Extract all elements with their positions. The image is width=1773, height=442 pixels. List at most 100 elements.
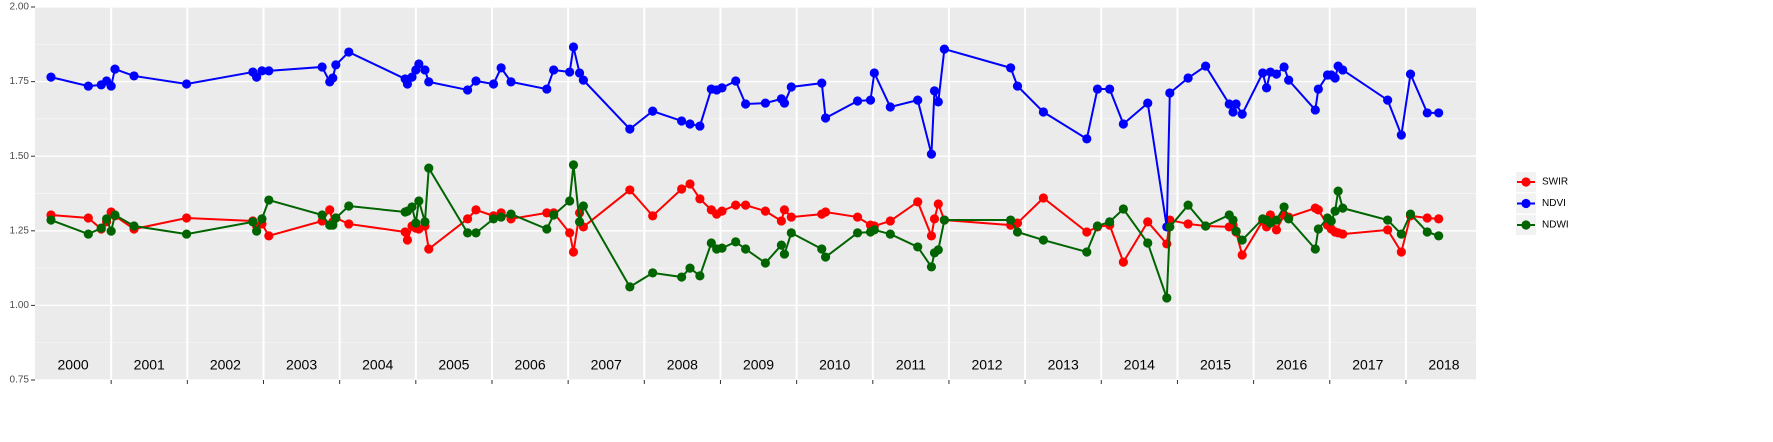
data-point: [400, 227, 410, 237]
data-point: [1201, 61, 1211, 71]
data-point: [1279, 62, 1289, 72]
data-point: [1162, 293, 1172, 303]
legend-point: [1521, 177, 1531, 187]
data-point: [852, 96, 863, 106]
data-point: [1201, 221, 1211, 231]
data-point: [1422, 213, 1432, 223]
data-point: [1310, 105, 1320, 115]
data-point: [317, 210, 327, 220]
data-point: [248, 217, 258, 227]
y-tick-label: 0.75: [10, 375, 30, 386]
data-point: [1118, 204, 1128, 214]
data-point: [1082, 227, 1092, 237]
y-tick-label: 1.50: [10, 151, 30, 162]
data-point: [252, 72, 262, 82]
data-point: [542, 224, 552, 234]
data-point: [760, 206, 771, 216]
data-point: [786, 212, 796, 222]
year-label: 2005: [438, 357, 469, 373]
data-point: [565, 228, 575, 238]
data-point: [1092, 221, 1103, 231]
data-point: [731, 237, 741, 247]
data-point: [344, 201, 354, 211]
data-point: [83, 229, 93, 239]
data-point: [869, 225, 879, 235]
data-point: [913, 95, 923, 105]
data-point: [1105, 217, 1115, 227]
data-point: [1422, 108, 1432, 118]
data-point: [106, 226, 116, 236]
data-point: [264, 195, 274, 205]
year-label: 2018: [1428, 357, 1459, 373]
data-point: [578, 75, 588, 85]
data-point: [1313, 205, 1323, 215]
data-point: [1228, 215, 1238, 225]
data-point: [1338, 65, 1348, 75]
data-point: [1396, 247, 1406, 257]
data-point: [852, 212, 863, 222]
data-point: [1118, 119, 1128, 129]
data-point: [929, 214, 940, 224]
y-tick-label: 1.75: [10, 76, 30, 87]
legend-label: NDWI: [1542, 220, 1569, 231]
data-point: [1183, 200, 1193, 210]
data-point: [463, 214, 473, 224]
year-label: 2011: [896, 357, 926, 373]
data-point: [1082, 134, 1092, 144]
data-point: [1118, 257, 1128, 267]
data-point: [407, 72, 417, 82]
data-point: [264, 66, 274, 76]
data-point: [885, 216, 895, 226]
data-point: [1038, 107, 1048, 117]
data-point: [1330, 206, 1340, 216]
data-point: [578, 201, 588, 211]
data-point: [817, 78, 827, 88]
data-point: [776, 216, 786, 226]
data-point: [740, 200, 751, 210]
data-point: [506, 77, 516, 87]
data-point: [574, 217, 585, 227]
data-point: [1279, 202, 1289, 212]
year-label: 2017: [1352, 357, 1383, 373]
data-point: [1422, 227, 1432, 237]
data-point: [110, 210, 120, 220]
data-point: [648, 211, 658, 221]
data-point: [402, 79, 413, 89]
data-point: [865, 95, 876, 105]
data-point: [1326, 216, 1336, 226]
data-point: [317, 62, 327, 72]
year-label: 2009: [743, 357, 774, 373]
data-point: [740, 99, 751, 109]
data-point: [257, 214, 267, 224]
data-point: [717, 206, 727, 216]
data-point: [1082, 247, 1092, 257]
data-point: [717, 243, 727, 253]
data-point: [717, 83, 727, 93]
data-point: [1271, 69, 1282, 79]
data-point: [1228, 107, 1238, 117]
data-point: [463, 228, 473, 238]
data-point: [731, 76, 741, 86]
data-point: [46, 72, 56, 82]
data-point: [1383, 95, 1393, 105]
data-point: [939, 44, 949, 54]
data-point: [731, 200, 741, 210]
data-point: [83, 81, 93, 91]
data-point: [1383, 225, 1393, 235]
data-point: [542, 84, 552, 94]
data-point: [1284, 75, 1294, 85]
data-point: [1261, 83, 1272, 93]
data-point: [1237, 109, 1247, 119]
data-point: [685, 179, 695, 189]
data-point: [402, 235, 413, 245]
data-point: [695, 271, 705, 281]
data-point: [1143, 238, 1153, 248]
year-label: 2000: [58, 357, 89, 373]
data-point: [913, 242, 923, 252]
data-point: [252, 226, 262, 236]
data-point: [779, 98, 790, 108]
data-point: [420, 65, 430, 75]
data-point: [344, 219, 354, 229]
data-point: [565, 196, 575, 206]
data-point: [1012, 218, 1023, 228]
